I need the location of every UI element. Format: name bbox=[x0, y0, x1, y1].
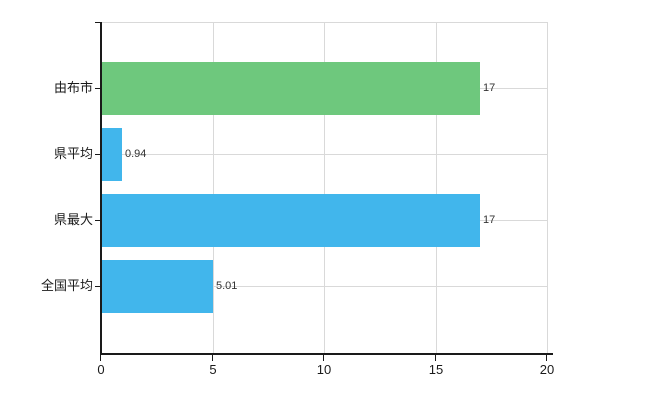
y-axis-tick bbox=[95, 88, 101, 89]
bar-0 bbox=[101, 61, 480, 115]
bar-3 bbox=[101, 259, 213, 313]
x-axis-tick bbox=[546, 355, 547, 361]
y-axis-tick bbox=[95, 154, 101, 155]
x-axis-tick bbox=[100, 355, 101, 361]
x-axis-line bbox=[100, 353, 553, 355]
value-label-2: 17 bbox=[483, 214, 496, 226]
x-tick-label-0: 0 bbox=[97, 362, 105, 377]
x-axis-tick bbox=[212, 355, 213, 361]
vertical-gridline bbox=[213, 22, 214, 353]
value-label-1: 0.94 bbox=[125, 148, 147, 160]
vertical-gridline bbox=[324, 22, 325, 353]
x-tick-label-1: 5 bbox=[209, 362, 217, 377]
y-axis-tick bbox=[95, 286, 101, 287]
y-axis-tick bbox=[95, 220, 101, 221]
x-axis-tick bbox=[435, 355, 436, 361]
vertical-gridline bbox=[436, 22, 437, 353]
value-label-3: 5.01 bbox=[216, 280, 238, 292]
bar-2 bbox=[101, 193, 480, 247]
category-label-2: 県最大 bbox=[53, 212, 93, 227]
category-label-1: 県平均 bbox=[53, 146, 93, 161]
y-axis-line bbox=[100, 22, 102, 353]
category-label-0: 由布市 bbox=[53, 80, 93, 95]
x-axis-tick bbox=[323, 355, 324, 361]
vertical-gridline bbox=[547, 22, 548, 353]
x-tick-label-3: 15 bbox=[428, 362, 444, 377]
x-tick-label-4: 20 bbox=[539, 362, 555, 377]
category-label-3: 全国平均 bbox=[40, 278, 93, 293]
x-tick-label-2: 10 bbox=[316, 362, 332, 377]
bar-1 bbox=[101, 127, 122, 181]
value-label-0: 17 bbox=[483, 82, 496, 94]
y-axis-tick bbox=[95, 22, 101, 23]
